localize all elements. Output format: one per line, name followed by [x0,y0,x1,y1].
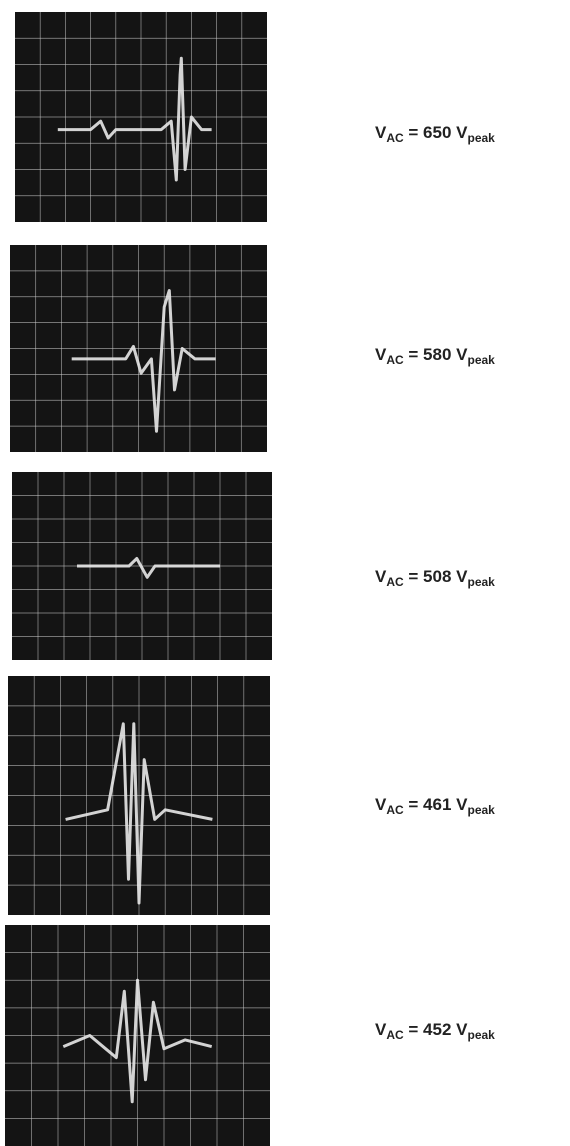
symbol: V [375,795,387,814]
scope-photo [10,245,267,452]
equation: = 461 V [404,795,468,814]
trace [77,557,220,579]
scope-photo [5,925,270,1146]
symbol-subscript: AC [386,803,404,817]
equation: = 508 V [404,567,468,586]
equation: = 650 V [404,123,468,142]
voltage-label: VAC = 650 Vpeak [375,123,495,145]
equation: = 452 V [404,1020,468,1039]
symbol-subscript: AC [386,1028,404,1042]
symbol: V [375,1020,387,1039]
scope-photo [12,472,272,660]
scope-photo [8,676,270,915]
symbol: V [375,123,387,142]
voltage-label: VAC = 580 Vpeak [375,345,495,367]
trace [57,56,212,182]
unit-subscript: peak [468,353,496,367]
trace [71,289,216,433]
unit-subscript: peak [468,575,496,589]
symbol-subscript: AC [386,131,404,145]
voltage-label: VAC = 508 Vpeak [375,567,495,589]
trace [65,722,213,905]
scope-photo [15,12,267,222]
unit-subscript: peak [468,803,496,817]
unit-subscript: peak [468,1028,496,1042]
symbol-subscript: AC [386,353,404,367]
voltage-label: VAC = 452 Vpeak [375,1020,495,1042]
symbol: V [375,567,387,586]
unit-subscript: peak [468,131,496,145]
equation: = 580 V [404,345,468,364]
voltage-label: VAC = 461 Vpeak [375,795,495,817]
symbol: V [375,345,387,364]
trace [62,978,213,1104]
symbol-subscript: AC [386,575,404,589]
